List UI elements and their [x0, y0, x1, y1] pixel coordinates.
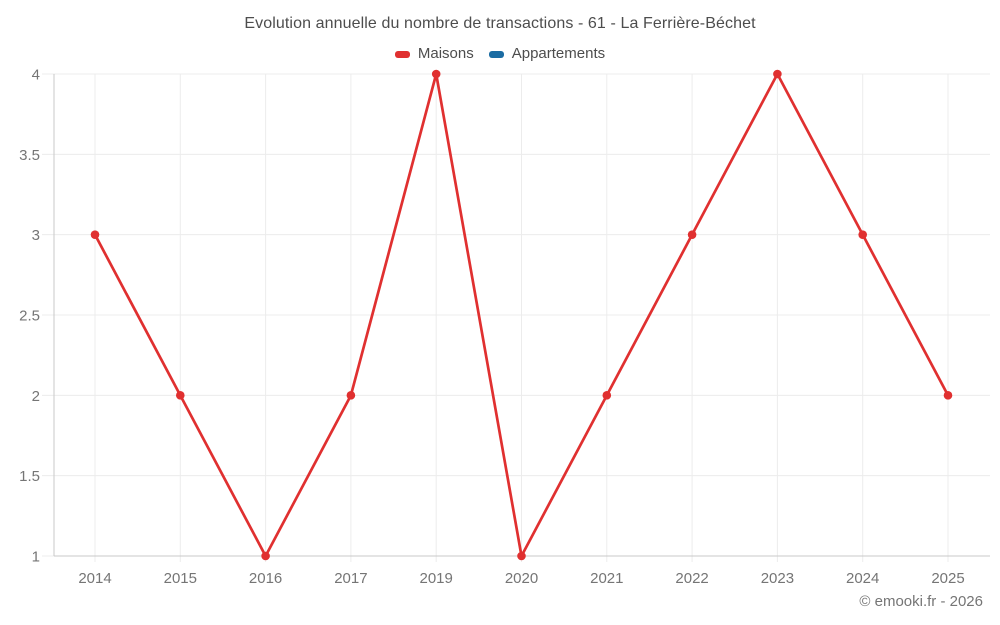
data-point-maisons-2025[interactable] — [943, 391, 953, 400]
legend-marker-maisons — [394, 51, 410, 58]
x-axis-label: 2014 — [78, 570, 111, 587]
x-axis-label: 2021 — [590, 570, 623, 587]
x-axis-label: 2020 — [505, 570, 538, 587]
x-axis-label: 2015 — [164, 570, 197, 587]
x-axis-label: 2019 — [420, 570, 453, 587]
data-point-maisons-2023[interactable] — [773, 69, 782, 79]
x-axis-label: 2025 — [931, 570, 964, 587]
legend: Maisons Appartements — [0, 45, 1000, 62]
x-axis-label: 2016 — [249, 570, 282, 587]
x-axis-label: 2017 — [334, 570, 367, 587]
data-point-maisons-2019[interactable] — [431, 69, 441, 79]
legend-item-maisons[interactable]: Maisons — [394, 45, 474, 62]
footer-credit: © emooki.fr - 2026 — [859, 593, 983, 610]
data-point-maisons-2017[interactable] — [346, 391, 356, 400]
x-axis-label: 2022 — [675, 570, 708, 587]
legend-label-maisons: Maisons — [417, 45, 474, 62]
data-point-maisons-2024[interactable] — [858, 230, 867, 239]
data-point-maisons-2022[interactable] — [687, 230, 697, 239]
y-axis-label: 3 — [32, 227, 40, 244]
y-axis-label: 3.5 — [19, 147, 40, 164]
legend-label-appartements: Appartements — [511, 45, 606, 62]
data-point-maisons-2015[interactable] — [176, 391, 185, 400]
data-point-maisons-2021[interactable] — [602, 391, 612, 400]
chart-title: Evolution annuelle du nombre de transact… — [244, 15, 756, 32]
data-point-maisons-2016[interactable] — [261, 551, 270, 561]
x-axis-label: 2024 — [846, 570, 879, 587]
data-point-maisons-2020[interactable] — [517, 551, 526, 561]
y-axis-label: 1.5 — [19, 468, 40, 485]
y-axis-label: 4 — [32, 67, 40, 84]
x-axis-label: 2023 — [761, 570, 794, 587]
y-axis-label: 1 — [32, 549, 40, 566]
y-axis-label: 2 — [32, 388, 40, 405]
data-point-maisons-2014[interactable] — [90, 230, 100, 239]
legend-marker-appartements — [488, 51, 504, 58]
y-axis-label: 2.5 — [19, 308, 40, 325]
legend-item-appartements[interactable]: Appartements — [488, 45, 606, 62]
